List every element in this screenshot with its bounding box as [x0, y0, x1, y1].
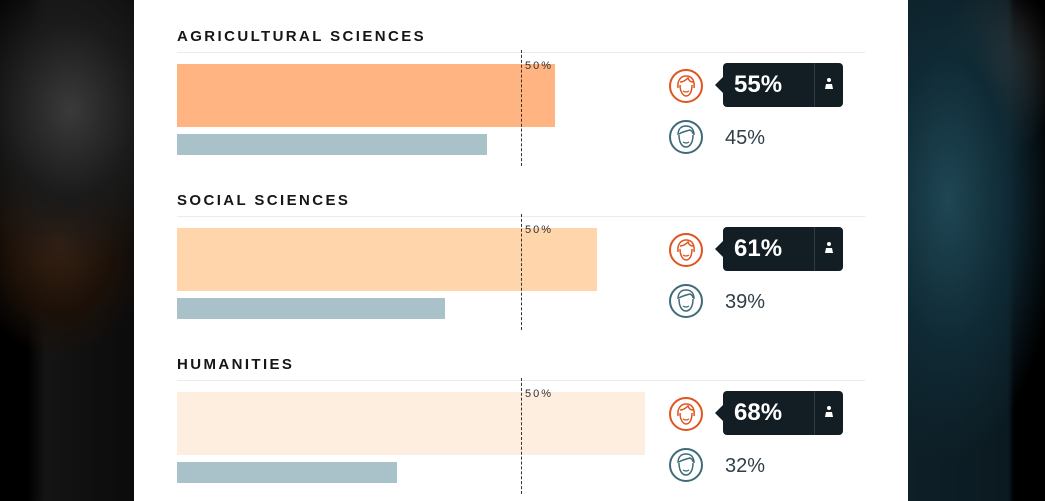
reference-line-50 — [521, 214, 522, 330]
male-face-icon — [668, 447, 704, 483]
female-percentage-callout: 55% — [715, 63, 843, 107]
background-right — [908, 0, 1045, 501]
male-bar — [177, 298, 445, 319]
callout-separator — [814, 391, 815, 435]
callout-separator — [814, 227, 815, 271]
reference-line-50 — [521, 378, 522, 494]
female-percentage: 61% — [734, 235, 783, 262]
female-face-icon — [668, 68, 704, 104]
person-icon — [825, 78, 833, 89]
female-percentage-callout: 61% — [715, 227, 843, 271]
person-icon — [825, 406, 833, 417]
male-face-icon — [668, 283, 704, 319]
section-agricultural-sciences: AGRICULTURAL SCIENCES 50% 5 — [177, 8, 865, 172]
male-face-icon — [668, 119, 704, 155]
reference-line-50 — [521, 50, 522, 166]
reference-line-label: 50% — [525, 60, 554, 72]
section-title: HUMANITIES — [177, 356, 295, 373]
person-icon — [825, 242, 833, 253]
background-left — [0, 0, 134, 501]
male-bar — [177, 462, 397, 483]
male-bar — [177, 134, 487, 155]
section-humanities: HUMANITIES 50% 68% — [177, 336, 865, 500]
section-social-sciences: SOCIAL SCIENCES 50% 61% — [177, 172, 865, 336]
callout-separator — [814, 63, 815, 107]
female-percentage: 55% — [734, 71, 783, 98]
female-bar — [177, 228, 597, 291]
male-percentage: 32% — [725, 455, 766, 477]
male-percentage: 39% — [725, 291, 766, 313]
female-bar — [177, 64, 555, 127]
female-face-icon — [668, 232, 704, 268]
male-percentage: 45% — [725, 127, 766, 149]
section-title: SOCIAL SCIENCES — [177, 192, 351, 209]
female-percentage: 68% — [734, 399, 783, 426]
female-face-icon — [668, 396, 704, 432]
female-bar — [177, 392, 645, 455]
chart-panel: AGRICULTURAL SCIENCES 50% 5 — [134, 0, 908, 501]
section-title: AGRICULTURAL SCIENCES — [177, 28, 427, 45]
female-percentage-callout: 68% — [715, 391, 843, 435]
reference-line-label: 50% — [525, 388, 554, 400]
reference-line-label: 50% — [525, 224, 554, 236]
